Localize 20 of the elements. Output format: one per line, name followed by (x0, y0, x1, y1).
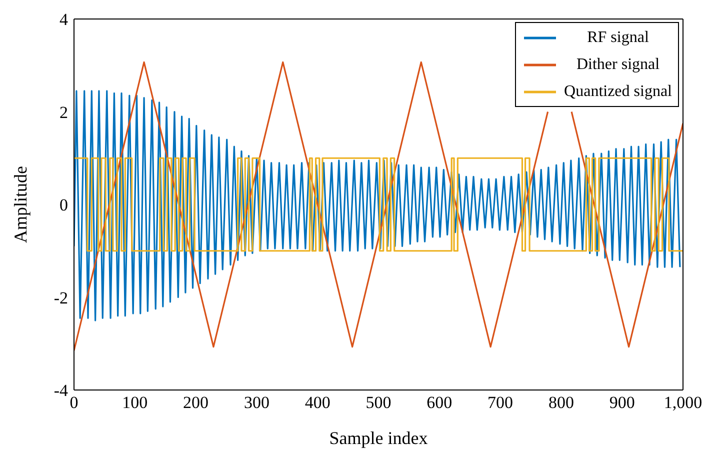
x-tick-label: 800 (548, 393, 574, 412)
x-tick-label: 100 (122, 393, 148, 412)
legend-label: RF signal (586, 28, 650, 46)
x-tick-label: 500 (366, 393, 392, 412)
y-axis-title: Amplitude (10, 166, 30, 243)
x-tick-label: 700 (488, 393, 514, 412)
y-tick-label: -2 (54, 288, 68, 308)
x-tick-label: 1,000 (664, 393, 702, 412)
legend-label: Dither signal (575, 56, 661, 74)
y-tick-label: -4 (54, 381, 68, 400)
legend-label: Quantized signal (564, 82, 672, 100)
x-tick-label: 900 (609, 393, 635, 412)
y-tick-label: 0 (60, 196, 68, 215)
y-tick-label: 4 (60, 10, 68, 30)
x-axis-title: Sample index (329, 428, 428, 448)
x-tick-label: 600 (426, 393, 452, 412)
x-tick-label: 300 (244, 393, 270, 412)
x-tick-label: 200 (183, 393, 209, 412)
y-tick-label: 2 (60, 102, 68, 122)
x-tick-label: 400 (304, 393, 330, 412)
